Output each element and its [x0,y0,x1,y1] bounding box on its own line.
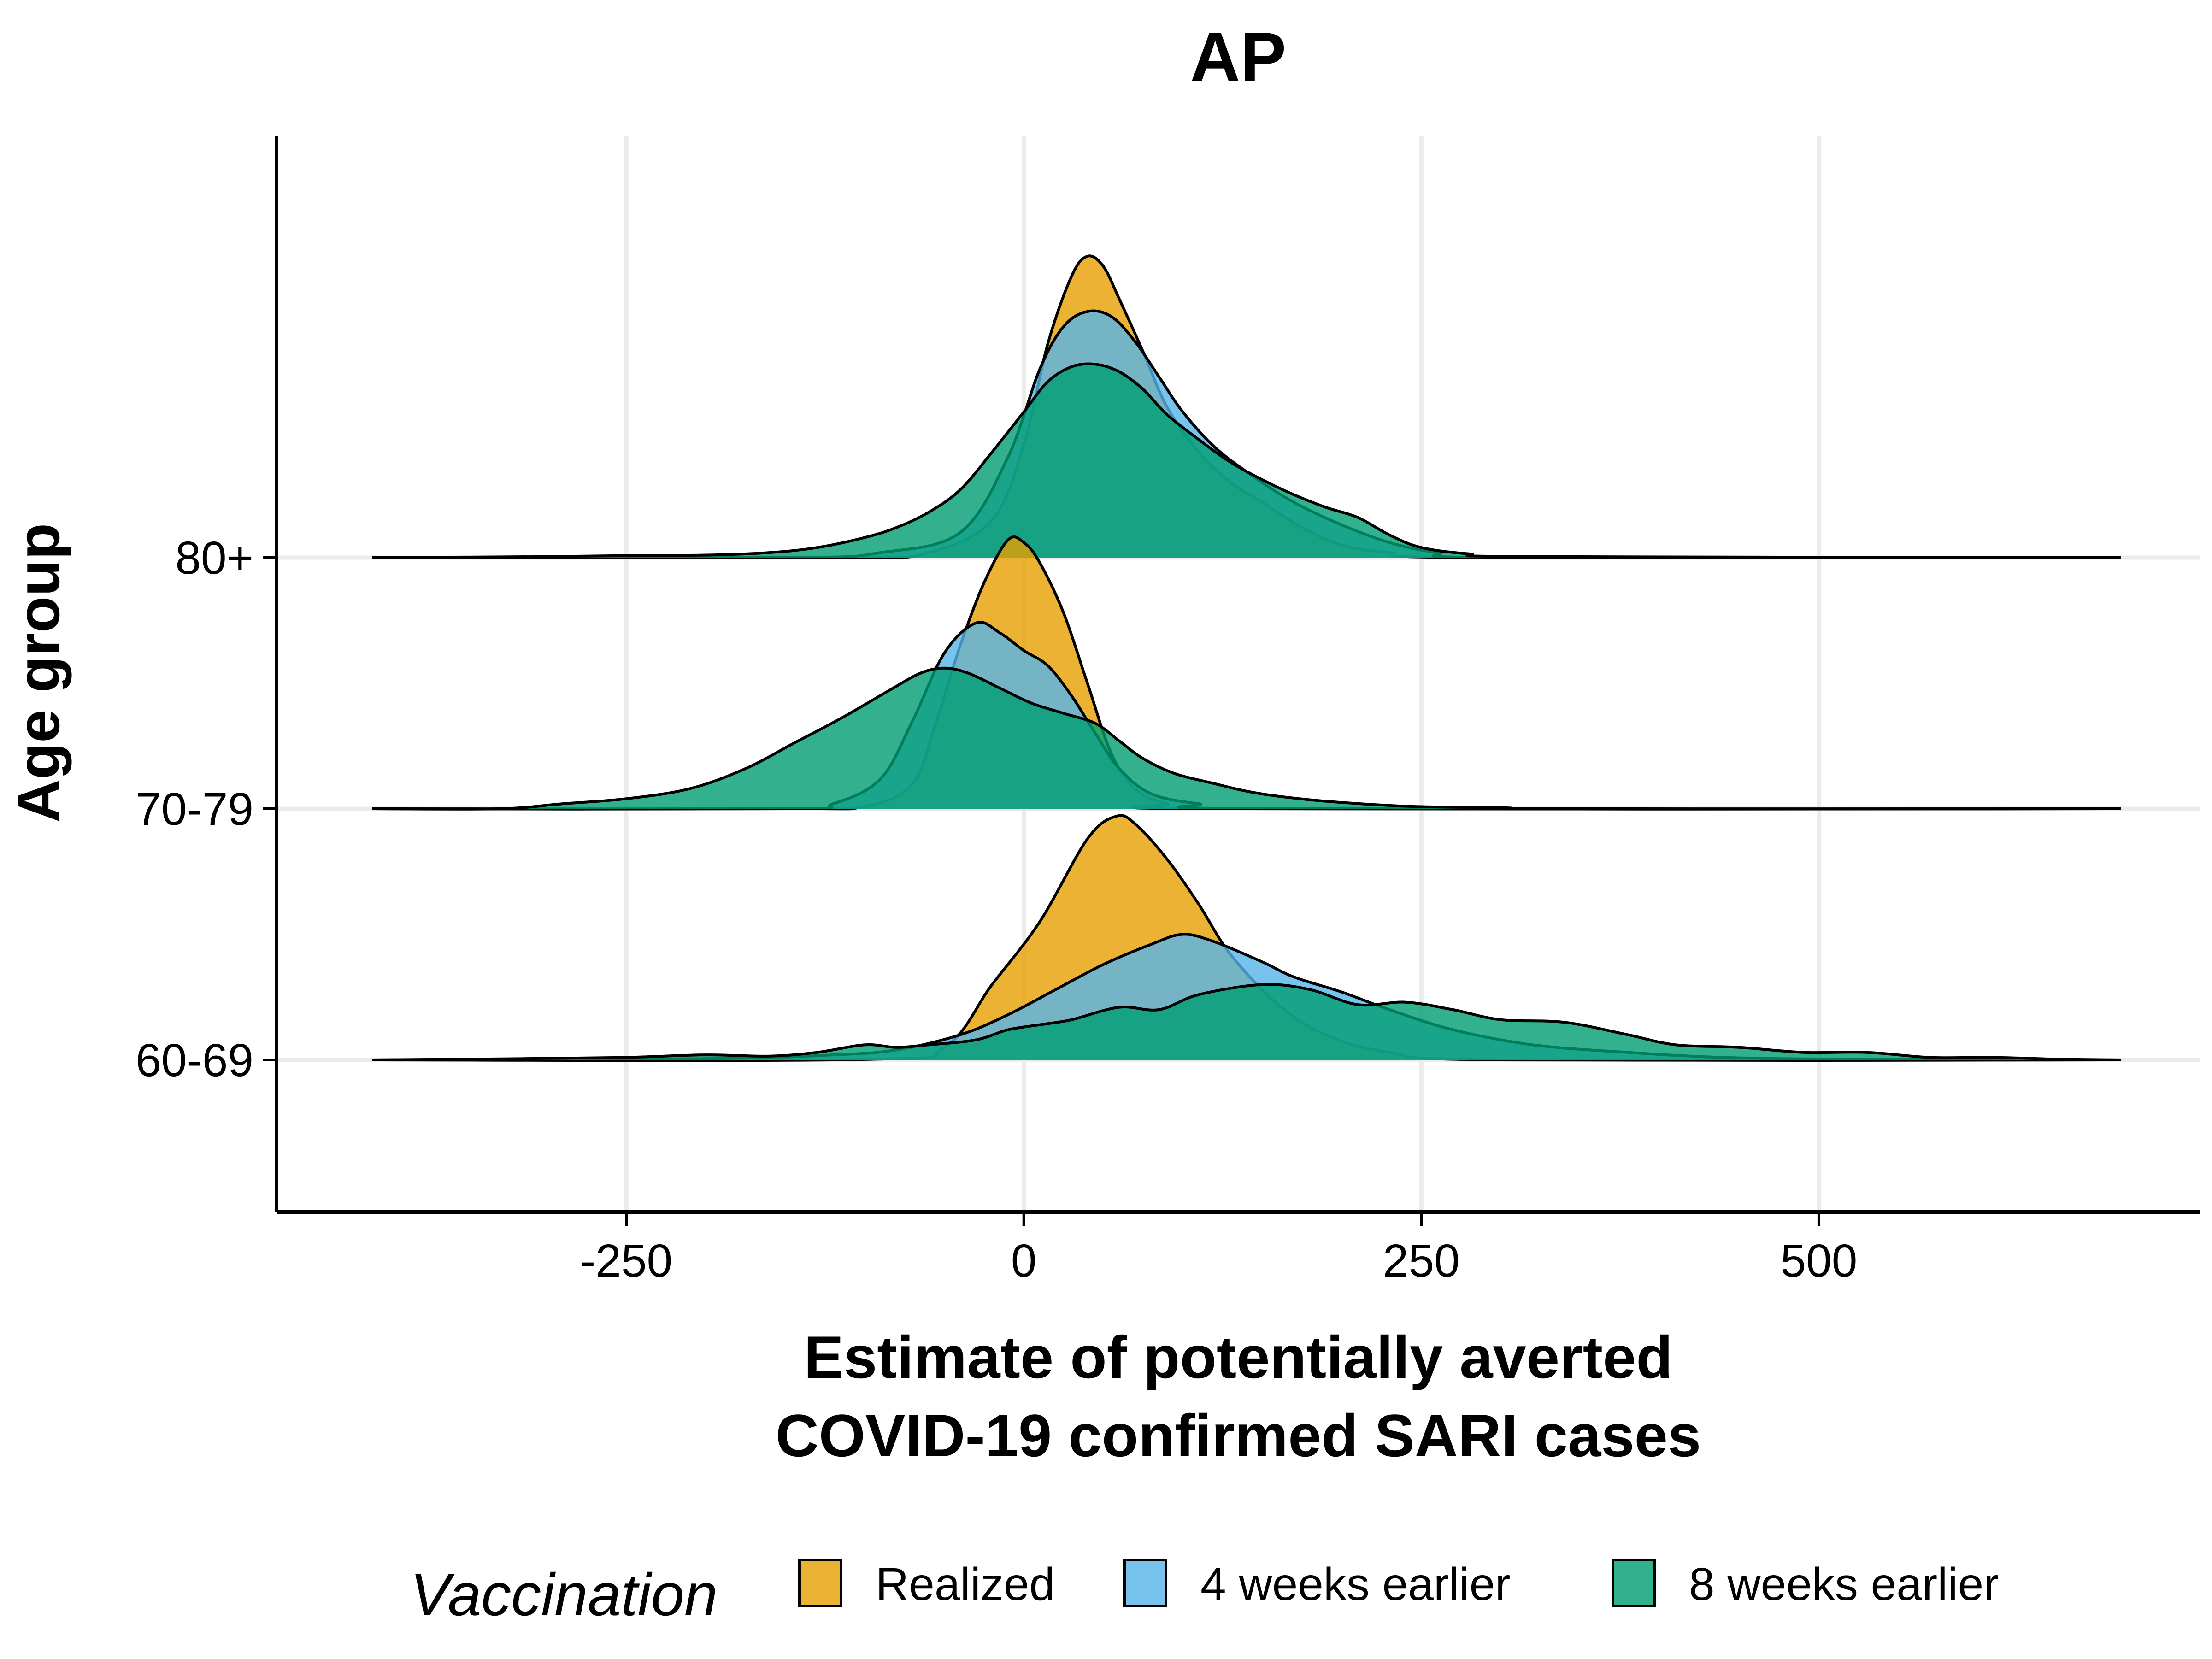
x-tick-label: 0 [1011,1235,1037,1287]
ridge-layer [371,254,2121,1062]
y-tick-label: 60-69 [135,1035,253,1086]
x-axis-title-line-2: COVID-19 confirmed SARI cases [776,1402,1701,1469]
density-line-4-weeks-earlier [371,621,2121,811]
x-tick-label: -250 [580,1235,672,1287]
y-axis-ticks: 60-69 70-79 80+ [135,532,276,1086]
density-area-8-weeks-earlier [372,984,2121,1060]
legend-swatch [1612,1559,1656,1607]
legend-swatch [1123,1559,1167,1607]
legend-items: Realized 4 weeks earlier 8 weeks earlier [798,1559,1999,1610]
y-axis-title: Age group [5,523,72,823]
density-line-8-weeks-earlier [371,362,2121,559]
legend-swatch [798,1559,842,1607]
legend-title: Vaccination [410,1561,718,1628]
density-area-4-weeks-earlier [372,622,2121,809]
x-tick-label: 250 [1383,1235,1460,1287]
y-tick-label: 80+ [175,532,253,584]
x-axis-ticks: -250 0 250 500 [580,1212,1857,1287]
legend-label: 8 weeks earlier [1689,1559,1999,1610]
chart-title: AP [1190,18,1286,95]
density-line-8-weeks-earlier [371,983,2121,1061]
legend: Vaccination Realized 4 weeks earlier 8 wee… [410,1559,1999,1628]
ridge-group-60-69 [371,814,2121,1062]
density-line-8-weeks-earlier [371,666,2121,811]
density-area-8-weeks-earlier [372,364,2121,558]
legend-label: 4 weeks earlier [1200,1559,1511,1610]
ridge-group-80+ [371,254,2121,559]
legend-label: Realized [876,1559,1055,1610]
x-tick-label: 500 [1780,1235,1857,1287]
y-tick-label: 70-79 [135,783,253,835]
density-line-realized [371,535,2121,811]
density-area-realized [372,536,2121,809]
ridge-group-70-79 [371,535,2121,811]
x-axis-title-line-1: Estimate of potentially averted [804,1324,1673,1391]
density-area-8-weeks-earlier [372,668,2121,809]
